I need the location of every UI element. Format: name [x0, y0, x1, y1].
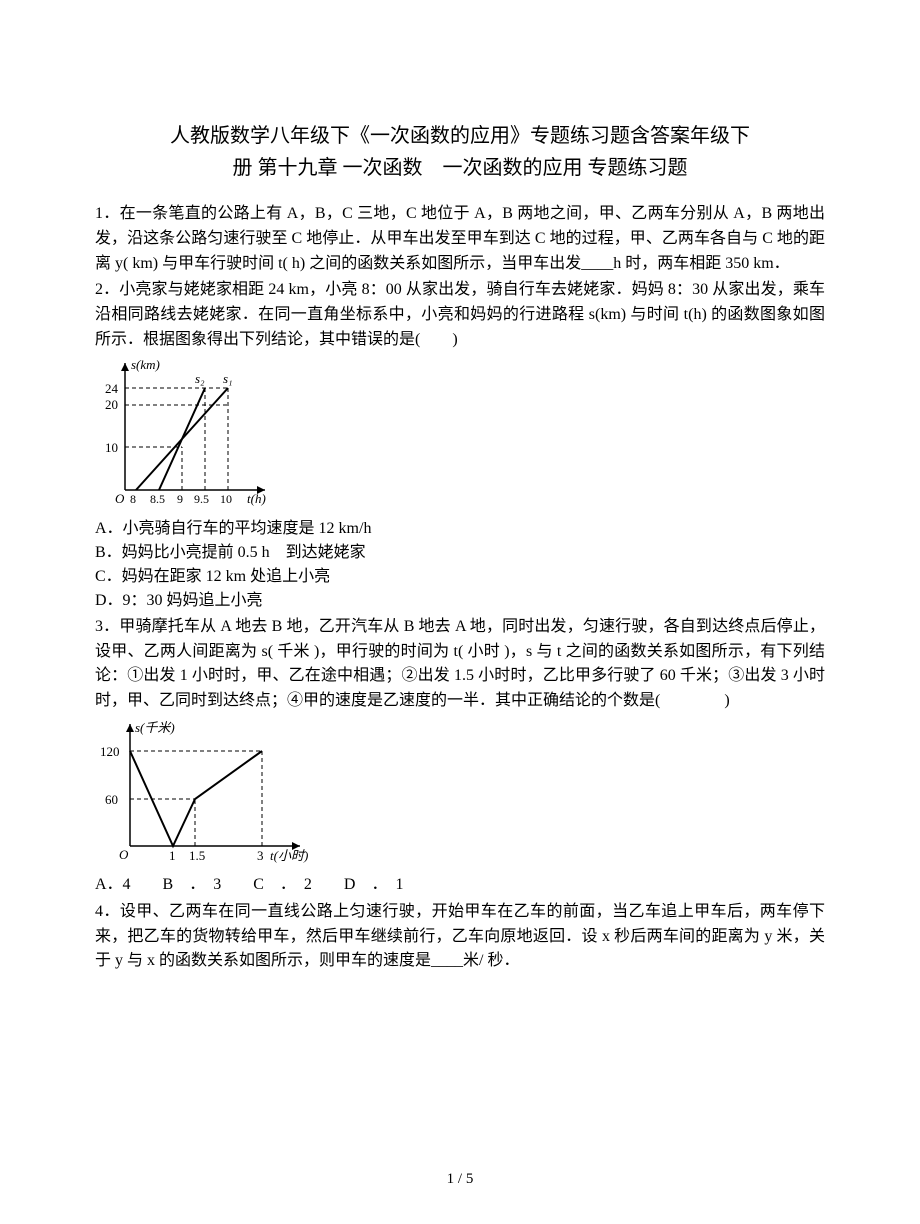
question-2: 2．小亮家与姥姥家相距 24 km，小亮 8：00 从家出发，骑自行车去姥姥家．…: [95, 278, 825, 352]
chart-q2: s(km) t(h) O 10 20 24 8 8.5 9 9.5 10 s₁ …: [95, 355, 825, 515]
ytick3-120: 120: [100, 744, 120, 759]
title-line-1: 人教版数学八年级下《一次函数的应用》专题练习题含答案年级下: [170, 125, 750, 147]
question-3: 3．甲骑摩托车从 A 地去 B 地，乙开汽车从 B 地去 A 地，同时出发，匀速…: [95, 615, 825, 714]
series-s2: s₂: [195, 371, 205, 386]
xtick3-1: 1: [169, 848, 176, 863]
axis-label-x3: t(小时): [270, 848, 308, 863]
ytick-10: 10: [105, 440, 118, 455]
ytick-20: 20: [105, 397, 118, 412]
origin-label-3: O: [119, 847, 129, 862]
xtick-85: 8.5: [150, 492, 165, 506]
xtick-9: 9: [177, 492, 183, 506]
q2-opt-a: A．小亮骑自行车的平均速度是 12 km/h: [95, 517, 825, 541]
origin-label: O: [115, 491, 125, 506]
title-line-2: 册 第十九章 一次函数 一次函数的应用 专题练习题: [233, 157, 688, 179]
question-4: 4．设甲、乙两车在同一直线公路上匀速行驶，开始甲车在乙车的前面，当乙车追上甲车后…: [95, 900, 825, 974]
chart-q3: s(千米) t(小时) O 60 120 1 1.5 3: [95, 716, 825, 871]
xtick3-3: 3: [257, 848, 264, 863]
axis-label-y3: s(千米): [135, 720, 175, 735]
xtick3-15: 1.5: [189, 848, 205, 863]
series-s1: s₁: [223, 371, 233, 386]
doc-title: 人教版数学八年级下《一次函数的应用》专题练习题含答案年级下 册 第十九章 一次函…: [95, 120, 825, 184]
page-number: 1 / 5: [0, 1171, 920, 1188]
ytick-24: 24: [105, 381, 119, 396]
xtick-8: 8: [130, 492, 136, 506]
q2-opt-d: D．9：30 妈妈追上小亮: [95, 589, 825, 613]
question-1: 1．在一条笔直的公路上有 A，B，C 三地，C 地位于 A，B 两地之间，甲、乙…: [95, 202, 825, 276]
q2-options: A．小亮骑自行车的平均速度是 12 km/h B．妈妈比小亮提前 0.5 h 到…: [95, 517, 825, 613]
axis-label-x: t(h): [247, 491, 266, 506]
xtick-10: 10: [220, 492, 232, 506]
q2-opt-b: B．妈妈比小亮提前 0.5 h 到达姥姥家: [95, 541, 825, 565]
axis-label-y: s(km): [131, 357, 160, 372]
ytick3-60: 60: [105, 792, 118, 807]
q3-options: A．4 B ． 3 C ． 2 D ． 1: [95, 873, 825, 898]
xtick-95: 9.5: [194, 492, 209, 506]
q2-opt-c: C．妈妈在距家 12 km 处追上小亮: [95, 565, 825, 589]
page: { "title_l1": "人教版数学八年级下《一次函数的应用》专题练习题含答…: [0, 0, 920, 1224]
